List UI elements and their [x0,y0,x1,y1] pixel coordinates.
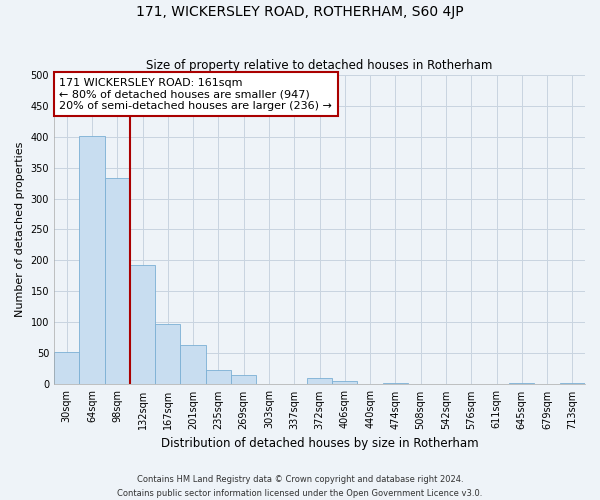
Bar [155,324,181,384]
Bar [231,375,256,384]
Bar [509,382,535,384]
Text: Contains HM Land Registry data © Crown copyright and database right 2024.
Contai: Contains HM Land Registry data © Crown c… [118,476,482,498]
X-axis label: Distribution of detached houses by size in Rotherham: Distribution of detached houses by size … [161,437,478,450]
Bar [54,352,79,384]
Bar [560,382,585,384]
Bar [206,370,231,384]
Bar [104,178,130,384]
Bar [79,136,104,384]
Bar [332,382,358,384]
Bar [307,378,332,384]
Bar [383,382,408,384]
Text: 171 WICKERSLEY ROAD: 161sqm
← 80% of detached houses are smaller (947)
20% of se: 171 WICKERSLEY ROAD: 161sqm ← 80% of det… [59,78,332,111]
Bar [130,265,155,384]
Title: Size of property relative to detached houses in Rotherham: Size of property relative to detached ho… [146,59,493,72]
Y-axis label: Number of detached properties: Number of detached properties [15,142,25,317]
Text: 171, WICKERSLEY ROAD, ROTHERHAM, S60 4JP: 171, WICKERSLEY ROAD, ROTHERHAM, S60 4JP [136,5,464,19]
Bar [181,346,206,385]
